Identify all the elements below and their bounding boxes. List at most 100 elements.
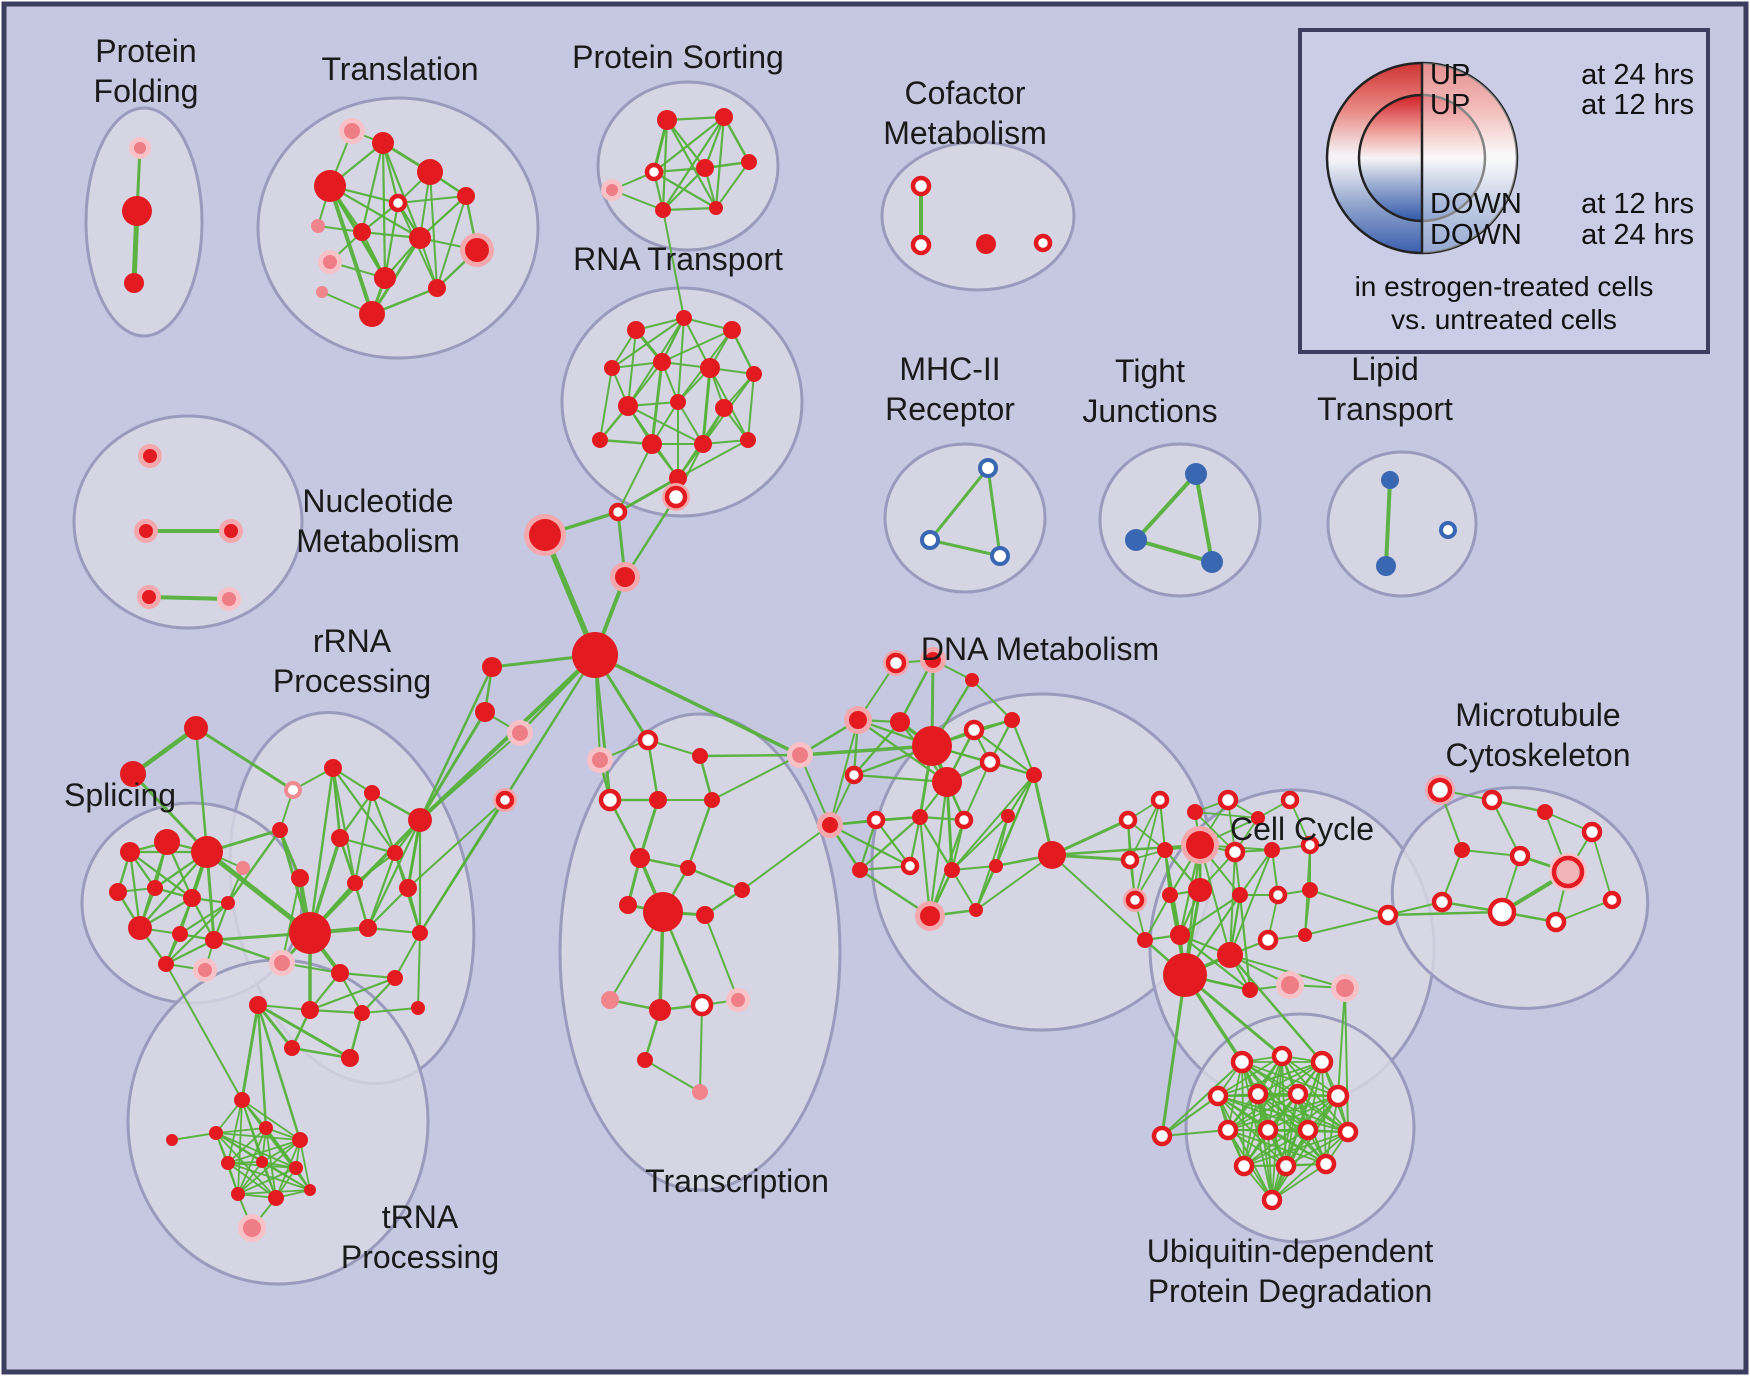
network-node [128,916,152,940]
network-node [331,829,349,847]
network-node [1217,1119,1239,1141]
network-edge [1337,987,1346,1097]
network-edge [986,466,1002,558]
network-node [1217,942,1243,968]
network-edge [1144,894,1171,941]
network-node [259,1121,273,1135]
cluster-nucleotide-metabolism [72,414,304,630]
network-node [715,399,733,417]
network-node [1118,810,1138,830]
network-node [387,845,403,861]
network-edge [747,373,755,441]
network-edge [928,538,1002,558]
network-edge [928,466,990,542]
network-edge [711,754,801,801]
network-node [222,592,236,606]
network-node [1125,529,1147,551]
network-node [649,791,667,809]
legend-time-label-1: at 12 hrs [1581,89,1694,121]
network-edge [918,815,954,872]
network-edge [644,1059,701,1093]
network-edge [171,1132,217,1141]
network-node [969,903,983,917]
network-node [1300,835,1320,855]
network-node [606,184,618,196]
network-edge [361,1007,419,1014]
network-node [1326,1084,1350,1108]
network-edge [616,476,680,514]
network-node [920,906,940,926]
network-edge [1309,889,1389,916]
network-node [184,716,208,740]
network-edge [331,766,357,885]
network-node [284,1040,300,1056]
network-node [912,726,952,766]
cluster-label-cofactor-metabolism: Metabolism [883,115,1047,151]
cluster-label-mhc-ii-receptor: MHC-II [899,351,1000,387]
network-node [655,202,671,218]
network-node [676,310,692,326]
network-edge [1227,1095,1339,1131]
network-edge [370,791,397,855]
network-edge [261,1161,311,1191]
network-edge [227,1139,301,1164]
network-node [664,485,688,509]
network-node [347,875,363,891]
network-node [1439,521,1457,539]
network-node [692,1084,708,1100]
network-node [1537,804,1553,820]
network-edge [240,1003,260,1102]
cluster-label-protein-folding: Protein [95,33,196,69]
cluster-lipid-transport [1326,450,1478,598]
network-node [475,702,495,722]
network-node [120,761,146,787]
network-node [696,906,714,924]
network-node [268,1190,284,1206]
network-node [1125,890,1145,910]
network-node [1298,928,1312,942]
network-edge [703,115,726,170]
network-edge [328,184,374,316]
network-edge [798,744,934,757]
network-node [324,759,342,777]
network-node [353,223,371,241]
network-node [1280,790,1300,810]
network-edge [874,818,912,868]
network-node [1257,929,1279,951]
network-node [601,991,619,1009]
network-node [822,817,838,833]
network-edge [165,963,243,1101]
network-edge [1050,843,1202,857]
network-edge [828,823,912,868]
network-node [1302,882,1318,898]
network-node [849,711,867,729]
network-node [272,822,288,838]
network-node [963,719,985,741]
network-edge [360,976,397,1015]
network-node [627,321,645,339]
network-edge [661,166,707,212]
network-node [1163,953,1207,997]
network-edge [1178,893,1242,937]
network-node [619,896,637,914]
network-node [1454,842,1470,858]
network-edge [1271,1163,1327,1201]
cluster-label-protein-sorting: Protein Sorting [572,39,784,75]
network-edge [829,719,859,826]
network-nodes [109,108,1622,1242]
network-node [1120,850,1140,870]
network-edge [366,818,422,930]
network-node [314,170,346,202]
network-edge [353,791,374,885]
network-node [990,546,1010,566]
network-node [1551,855,1585,889]
network-edge [1229,851,1236,956]
network-node [715,108,733,126]
network-edge [1161,1061,1243,1137]
network-edge [975,854,1053,911]
network-node [1247,1083,1269,1105]
network-node [1242,982,1258,998]
cluster-label-cell-cycle: Cell Cycle [1230,811,1374,847]
network-node [495,790,515,810]
